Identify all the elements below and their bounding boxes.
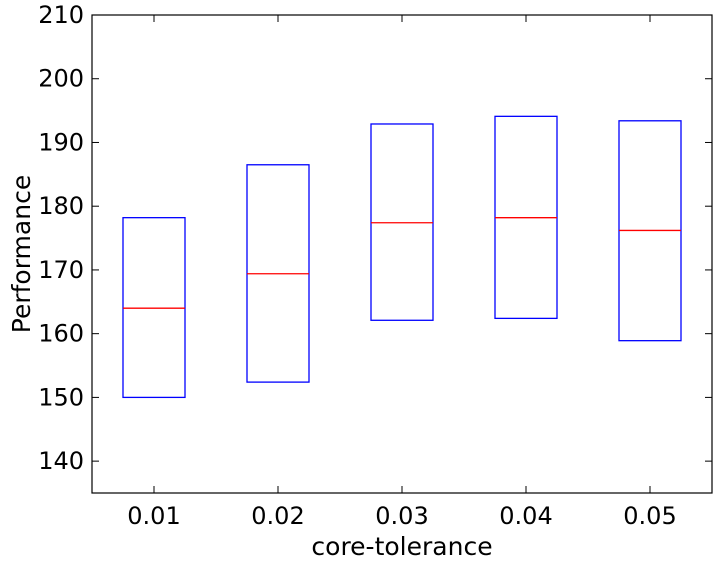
y-tick-label: 140 <box>38 447 84 475</box>
y-tick-label: 190 <box>38 128 84 156</box>
x-tick-label: 0.03 <box>375 502 428 530</box>
y-tick-label: 200 <box>38 65 84 93</box>
y-tick-label: 160 <box>38 320 84 348</box>
x-tick-label: 0.05 <box>623 502 676 530</box>
x-tick-label: 0.04 <box>499 502 552 530</box>
y-tick-label: 170 <box>38 256 84 284</box>
y-tick-label: 180 <box>38 192 84 220</box>
y-tick-label: 150 <box>38 383 84 411</box>
y-tick-label: 210 <box>38 1 84 29</box>
x-tick-label: 0.01 <box>127 502 180 530</box>
x-tick-label: 0.02 <box>251 502 304 530</box>
plot-area-frame <box>91 14 713 494</box>
y-axis-label: Performance <box>7 175 36 333</box>
x-axis-label: core-tolerance <box>311 532 492 561</box>
